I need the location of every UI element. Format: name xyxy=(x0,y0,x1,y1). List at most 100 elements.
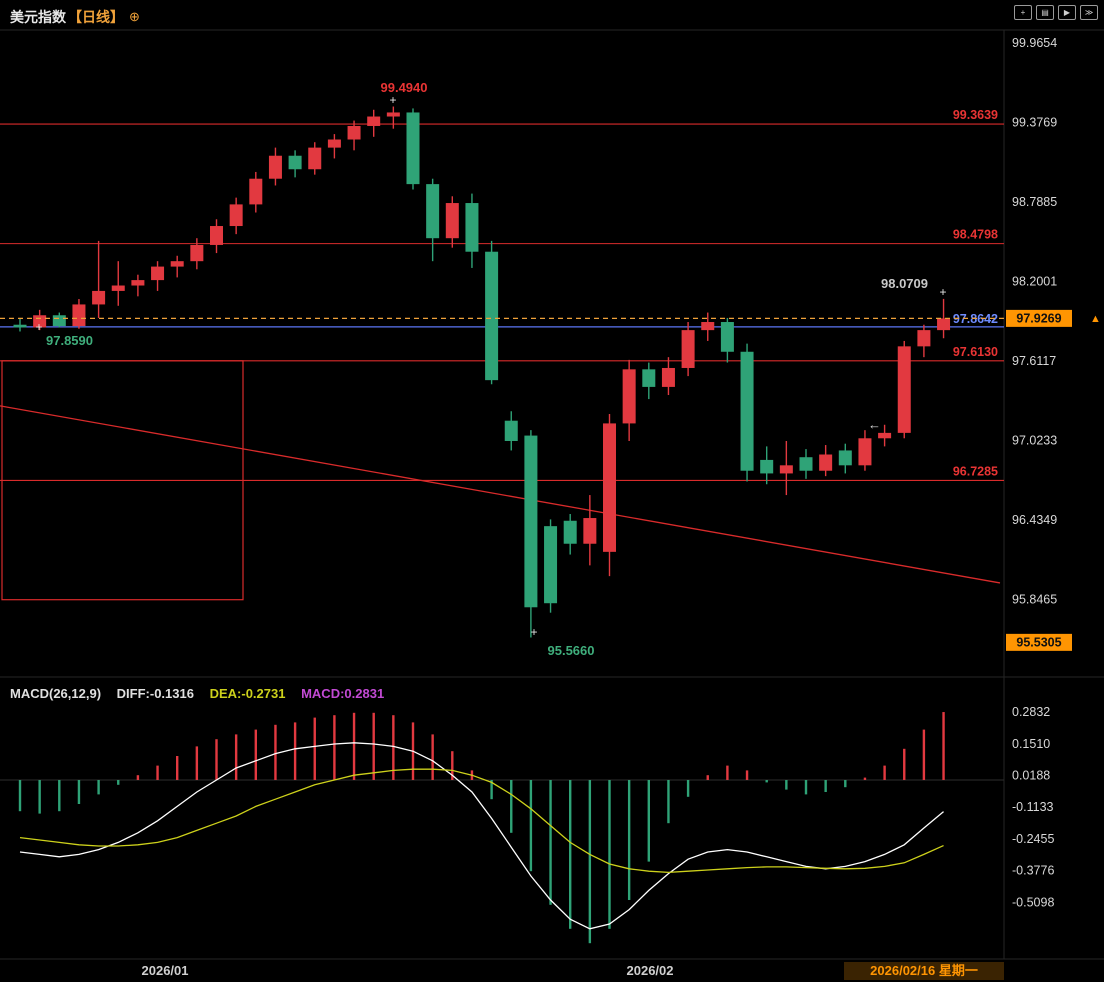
macd-hist-bar xyxy=(608,780,611,929)
macd-hist-bar xyxy=(549,780,552,905)
price-level-label: 96.7285 xyxy=(953,464,998,478)
chart-period[interactable]: 【日线】 xyxy=(68,9,124,25)
candle-body[interactable] xyxy=(72,304,86,327)
macd-indicator-name[interactable]: MACD(26,12,9) xyxy=(10,686,102,701)
price-axis-label: 97.6117 xyxy=(1012,354,1056,368)
time-axis-label: 2026/02/16 星期一 xyxy=(870,963,978,978)
candle-body[interactable] xyxy=(151,266,165,281)
layout-right-panel-icon[interactable]: ≫ xyxy=(1080,5,1098,20)
candle-body[interactable] xyxy=(779,465,793,474)
macd-hist-bar xyxy=(569,780,572,929)
candle-body[interactable] xyxy=(445,203,459,239)
macd-hist-bar xyxy=(863,777,867,780)
current-price-badge xyxy=(1006,309,1072,327)
candle-body[interactable] xyxy=(465,203,479,252)
candle-body[interactable] xyxy=(210,226,223,245)
time-axis-label: 2026/01 xyxy=(142,963,189,978)
price-level-label: 97.6130 xyxy=(953,345,998,359)
candle-body[interactable] xyxy=(740,351,754,471)
candle-body[interactable] xyxy=(52,315,66,327)
macd-axis-label: -0.1133 xyxy=(1012,800,1054,814)
candle-body[interactable] xyxy=(13,324,27,328)
candle-body[interactable] xyxy=(642,369,656,387)
diff-line xyxy=(19,742,944,930)
time-axis-label: 2026/02 xyxy=(627,963,674,978)
macd-axis-label: 0.0188 xyxy=(1012,768,1050,782)
macd-hist-bar xyxy=(274,724,277,780)
candle-body[interactable] xyxy=(190,244,204,262)
arrow-annotation-icon: ← xyxy=(868,417,881,432)
expand-grid-icon[interactable]: + xyxy=(1014,5,1032,20)
candle-body[interactable] xyxy=(524,435,538,608)
candle-body[interactable] xyxy=(347,125,361,140)
candle-body[interactable] xyxy=(485,251,499,381)
macd-hist-bar xyxy=(18,780,22,812)
candle-body[interactable] xyxy=(583,518,597,544)
candle-body[interactable] xyxy=(504,420,518,441)
candle-body[interactable] xyxy=(701,322,715,331)
candle-body[interactable] xyxy=(386,112,400,117)
candle-body[interactable] xyxy=(131,280,145,286)
price-axis-label: 96.4349 xyxy=(1012,513,1057,527)
macd-hist-bar xyxy=(451,751,454,780)
candle-body[interactable] xyxy=(878,432,892,439)
dea-line xyxy=(19,768,944,874)
macd-hist-bar xyxy=(922,729,926,780)
candle-body[interactable] xyxy=(819,454,833,471)
candle-body[interactable] xyxy=(799,457,813,471)
macd-hist-bar xyxy=(726,765,729,780)
layout-play-icon[interactable]: ▶ xyxy=(1058,5,1076,20)
macd-hist-bar xyxy=(352,712,356,780)
candle-body[interactable] xyxy=(229,204,243,227)
candle-body[interactable] xyxy=(406,112,420,185)
candle-body[interactable] xyxy=(111,285,125,291)
price-annotation: 98.0709 xyxy=(881,276,928,291)
macd-hist-bar xyxy=(529,780,533,872)
price-annotation: 99.4940 xyxy=(381,80,428,95)
price-axis-label: 98.2001 xyxy=(1012,274,1057,288)
candle-body[interactable] xyxy=(288,155,302,170)
candle-body[interactable] xyxy=(426,184,440,239)
macd-hist-value: MACD:0.2831 xyxy=(301,686,385,701)
candle-body[interactable] xyxy=(937,318,951,331)
price-axis-label: 95.8465 xyxy=(1012,593,1057,607)
candle-body[interactable] xyxy=(603,423,616,552)
macd-dea-value: DEA:-0.2731 xyxy=(209,686,286,701)
candle-body[interactable] xyxy=(760,459,774,474)
macd-hist-bar xyxy=(58,780,61,812)
chart-title: 美元指数 xyxy=(10,9,66,25)
candle-body[interactable] xyxy=(327,139,341,148)
macd-hist-bar xyxy=(234,734,238,780)
macd-hist-bar xyxy=(824,780,827,792)
candle-body[interactable] xyxy=(92,290,106,305)
candle-body[interactable] xyxy=(720,322,734,352)
macd-hist-bar xyxy=(686,780,690,797)
candle-body[interactable] xyxy=(622,369,636,424)
candle-body[interactable] xyxy=(544,526,558,604)
candle-body[interactable] xyxy=(268,155,282,179)
extreme-marker-icon: + xyxy=(389,93,396,107)
candle-body[interactable] xyxy=(367,116,381,126)
candle-body[interactable] xyxy=(838,450,852,466)
macd-hist-bar xyxy=(313,717,316,780)
price-level-label: 98.4798 xyxy=(953,228,998,242)
candle-body[interactable] xyxy=(249,178,263,205)
candle-body[interactable] xyxy=(308,147,322,170)
candle-body[interactable] xyxy=(917,330,931,347)
candle-body[interactable] xyxy=(661,367,675,387)
macd-hist-bar xyxy=(883,765,886,780)
candle-body[interactable] xyxy=(563,520,577,544)
candle-body[interactable] xyxy=(681,330,695,368)
price-annotation: 97.8590 xyxy=(46,333,93,348)
candle-body[interactable] xyxy=(858,438,872,466)
price-annotation: 95.5660 xyxy=(548,643,595,658)
trendline[interactable] xyxy=(0,405,1001,584)
layout-left-panel-icon[interactable]: ▤ xyxy=(1036,5,1054,20)
macd-hist-bar xyxy=(293,722,297,780)
macd-hist-bar xyxy=(254,729,257,780)
circle-plus-icon[interactable]: ⊕ xyxy=(129,9,140,24)
macd-axis-label: -0.3776 xyxy=(1012,864,1054,878)
candle-body[interactable] xyxy=(170,261,184,267)
candle-body[interactable] xyxy=(897,346,911,433)
